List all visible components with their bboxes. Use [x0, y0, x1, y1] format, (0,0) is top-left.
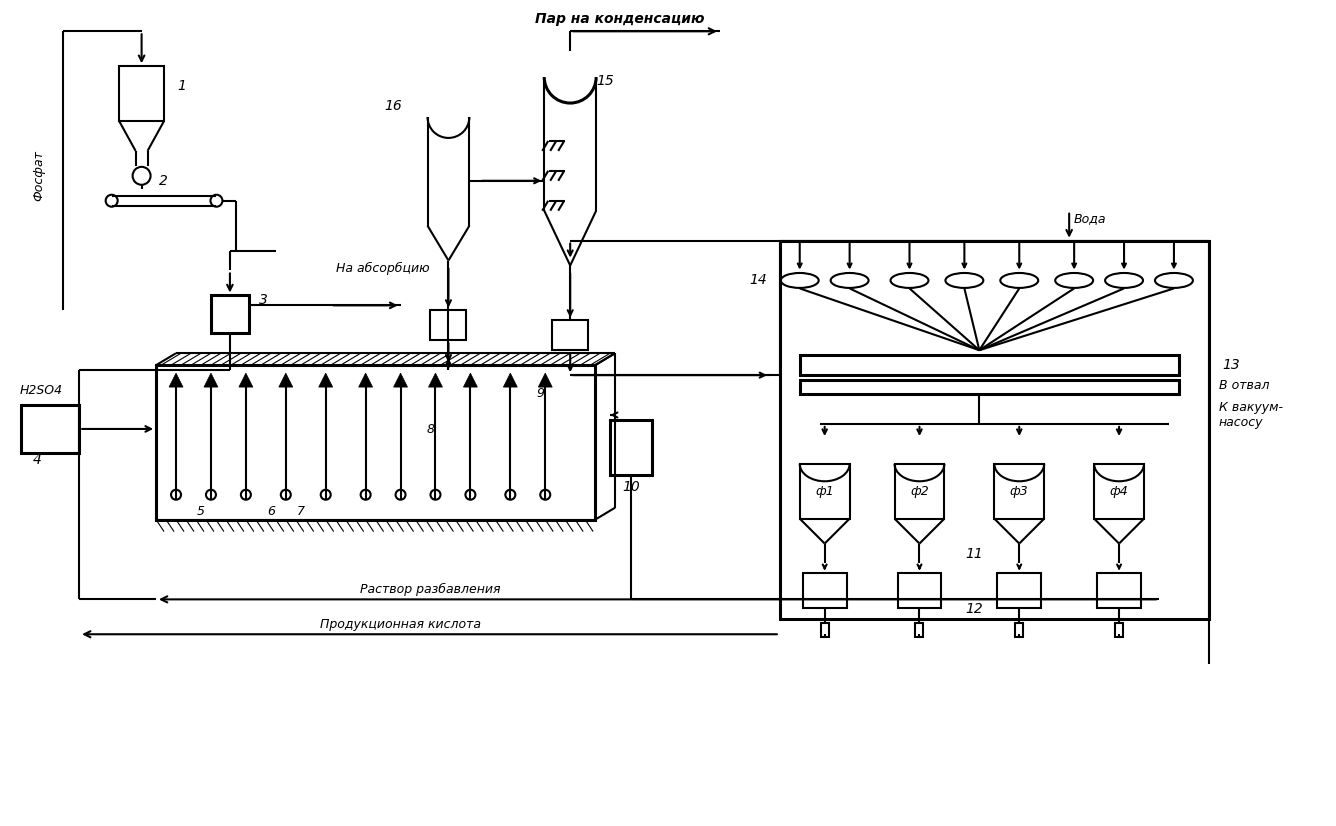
Text: 2: 2 — [159, 173, 168, 188]
Text: 1: 1 — [178, 79, 187, 93]
Bar — [895, 464, 945, 519]
Text: ф2: ф2 — [910, 485, 929, 498]
Bar — [211, 296, 248, 333]
Bar — [1116, 624, 1124, 637]
Text: 7: 7 — [297, 506, 305, 518]
Polygon shape — [538, 373, 552, 387]
Bar — [611, 420, 652, 475]
Bar — [994, 464, 1045, 519]
Polygon shape — [394, 373, 407, 387]
Polygon shape — [170, 373, 183, 387]
Bar — [997, 573, 1041, 608]
Polygon shape — [464, 373, 477, 387]
Bar — [119, 66, 164, 121]
Text: 6: 6 — [267, 506, 275, 518]
Text: 3: 3 — [259, 293, 269, 307]
Polygon shape — [358, 373, 373, 387]
Bar — [1094, 464, 1144, 519]
Text: 15: 15 — [596, 74, 615, 88]
Polygon shape — [504, 373, 517, 387]
Bar — [21, 405, 79, 453]
Bar — [430, 311, 466, 340]
Bar — [800, 380, 1178, 394]
Bar — [800, 355, 1178, 375]
Bar — [915, 624, 923, 637]
Polygon shape — [204, 373, 218, 387]
Text: Раствор разбавления: Раствор разбавления — [361, 583, 501, 596]
Text: 10: 10 — [623, 480, 640, 494]
Bar — [1015, 624, 1023, 637]
Bar — [820, 624, 828, 637]
Polygon shape — [239, 373, 253, 387]
Bar — [552, 320, 588, 350]
Text: 8: 8 — [426, 424, 434, 436]
Text: 12: 12 — [966, 602, 983, 616]
Text: 16: 16 — [385, 99, 402, 113]
Text: В отвал: В отвал — [1218, 378, 1269, 392]
Text: ф1: ф1 — [815, 485, 834, 498]
Text: 11: 11 — [966, 547, 983, 561]
Bar — [898, 573, 942, 608]
Bar — [780, 240, 1209, 620]
Text: 5: 5 — [196, 506, 204, 518]
Text: 14: 14 — [749, 273, 767, 287]
Text: Фосфат: Фосфат — [33, 150, 45, 202]
Polygon shape — [319, 373, 333, 387]
Text: Продукционная кислота: Продукционная кислота — [321, 618, 481, 631]
Text: Пар на конденсацию: Пар на конденсацию — [536, 12, 705, 26]
Text: ф3: ф3 — [1010, 485, 1029, 498]
Text: Вода: Вода — [1074, 212, 1106, 225]
Text: На абсорбцию: На абсорбцию — [335, 262, 429, 275]
Text: 9: 9 — [536, 387, 544, 400]
Bar — [803, 573, 847, 608]
Text: ф4: ф4 — [1110, 485, 1129, 498]
Bar — [156, 365, 595, 520]
Polygon shape — [429, 373, 442, 387]
Polygon shape — [279, 373, 293, 387]
Bar — [800, 464, 850, 519]
Text: H2SO4: H2SO4 — [19, 383, 63, 396]
Text: 13: 13 — [1222, 358, 1240, 373]
Bar — [1097, 573, 1141, 608]
Text: К вакуум-
насосу: К вакуум- насосу — [1218, 401, 1283, 429]
Text: 4: 4 — [33, 453, 41, 467]
